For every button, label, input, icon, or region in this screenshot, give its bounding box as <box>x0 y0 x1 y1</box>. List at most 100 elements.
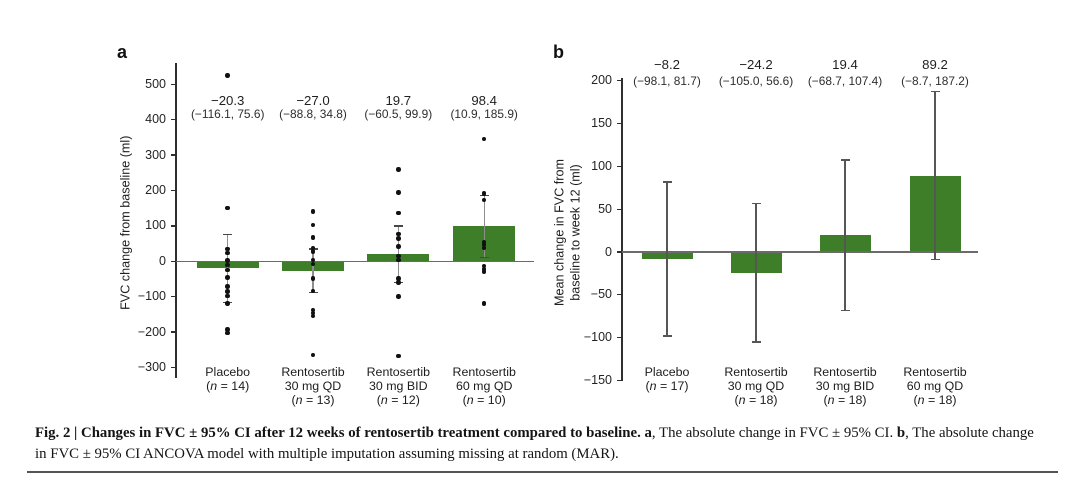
data-point <box>225 275 230 280</box>
error-cap-top <box>393 225 403 227</box>
error-bar <box>844 160 846 311</box>
y-tick <box>170 260 176 262</box>
category-label: Rentosertib 30 mg QD (n = 13) <box>281 364 345 408</box>
data-point <box>310 352 316 358</box>
annotation: 89.2 (−8.7, 187.2) <box>860 58 1010 88</box>
y-tick-label: 200 <box>145 183 166 197</box>
error-bar <box>483 195 485 258</box>
annotation-mean: 19.7 <box>385 93 412 108</box>
category-label: Placebo (n = 17) <box>644 364 690 393</box>
error-cap-bottom <box>479 256 489 259</box>
data-point <box>225 301 230 307</box>
data-point <box>396 353 401 359</box>
data-point <box>225 205 230 211</box>
y-tick-label: 200 <box>591 73 612 88</box>
y-tick <box>170 225 176 227</box>
data-point <box>481 263 487 269</box>
y-tick-label: −300 <box>137 360 166 374</box>
annotation-mean: −27.0 <box>296 93 330 108</box>
caption-a-text: , The absolute change in FVC ± 95% CI. <box>651 425 897 441</box>
data-point <box>225 246 230 252</box>
annotation: 19.4 (−68.7, 107.4) <box>770 58 920 88</box>
y-tick <box>170 296 176 298</box>
annotation-mean: 19.4 <box>832 57 858 72</box>
charts-container: 500 400 300 200 100 0 −100 −200 −300 −20.3 (−116.1… <box>118 57 1010 408</box>
data-point <box>225 293 230 299</box>
annotation-ci: (−60.5, 99.9) <box>364 107 433 121</box>
caption-title: Fig. 2 | Changes in FVC ± 95% CI after 1… <box>35 425 645 441</box>
data-point <box>481 269 487 274</box>
data-point <box>310 235 316 240</box>
error-bar <box>934 91 936 260</box>
y-tick-label: −100 <box>583 330 612 345</box>
data-point <box>225 267 230 273</box>
annotation-mean: −8.2 <box>653 57 681 72</box>
y-tick-label: 0 <box>605 244 612 259</box>
y-tick <box>170 83 176 85</box>
zero-line-a <box>176 260 534 262</box>
y-axis-title-b: Mean change in FVC from baseline to week … <box>552 158 583 306</box>
data-point <box>481 191 487 196</box>
data-point <box>310 307 316 313</box>
annotation: −20.3 (−116.1, 75.6) <box>153 94 303 121</box>
data-point <box>225 250 230 256</box>
annotation: 19.7 (−60.5, 99.9) <box>323 94 473 121</box>
y-tick-label: 300 <box>145 147 166 162</box>
data-point <box>481 266 487 272</box>
y-tick <box>616 251 622 253</box>
bottom-rule <box>27 471 1058 473</box>
data-point <box>396 244 401 250</box>
data-point <box>396 231 401 237</box>
y-tick-label: 150 <box>591 116 612 131</box>
error-bar <box>755 203 757 342</box>
annotation-ci: (−98.1, 81.7) <box>633 74 701 88</box>
y-tick <box>170 189 176 192</box>
error-cap-top <box>840 159 850 161</box>
data-point <box>310 257 316 263</box>
data-point <box>225 258 230 263</box>
y-tick <box>616 379 622 382</box>
data-point <box>310 261 316 267</box>
y-tick <box>616 336 622 339</box>
panel-a-letter: a <box>117 42 128 62</box>
y-tick-label: 50 <box>598 201 612 216</box>
y-tick <box>616 80 622 82</box>
error-cap-top <box>223 233 233 236</box>
error-cap-top <box>662 181 672 183</box>
data-point <box>310 313 316 319</box>
data-point <box>310 310 316 316</box>
y-tick <box>170 366 176 369</box>
category-label: Placebo (n = 14) <box>205 364 251 393</box>
category-label: Rentosertib 30 mg BID (n = 18) <box>813 364 877 408</box>
annotation-ci: (−68.7, 107.4) <box>807 74 883 88</box>
caption-a-label: a <box>644 425 652 441</box>
error-cap-bottom <box>751 341 761 343</box>
annotation: −27.0 (−88.8, 34.8) <box>238 94 388 121</box>
y-tick-label: 0 <box>159 253 166 268</box>
y-tick-label: 100 <box>591 158 612 173</box>
y-tick <box>170 154 176 156</box>
data-point <box>310 249 316 255</box>
y-tick-label: 100 <box>145 218 166 233</box>
data-point <box>225 73 230 78</box>
annotation-ci: (−88.8, 34.8) <box>279 107 347 121</box>
y-tick-label: 400 <box>145 112 166 127</box>
y-tick-label: −50 <box>590 287 612 302</box>
data-point <box>310 209 316 215</box>
data-point <box>225 289 230 295</box>
error-cap-top <box>751 202 761 205</box>
annotation: 98.4 (10.9, 185.9) <box>409 94 559 121</box>
data-point <box>481 242 487 247</box>
y-tick-label: 500 <box>145 76 166 91</box>
data-point <box>396 294 401 299</box>
error-cap-bottom <box>840 310 850 312</box>
figure-caption: Fig. 2 | Changes in FVC ± 95% CI after 1… <box>35 423 1047 465</box>
error-bar <box>312 248 314 293</box>
y-tick-label: −200 <box>137 324 166 339</box>
y-tick <box>616 208 622 210</box>
y-tick <box>616 165 622 168</box>
annotation-mean: −20.3 <box>211 93 245 108</box>
zero-line-b <box>622 251 978 253</box>
error-cap-bottom <box>930 258 940 261</box>
